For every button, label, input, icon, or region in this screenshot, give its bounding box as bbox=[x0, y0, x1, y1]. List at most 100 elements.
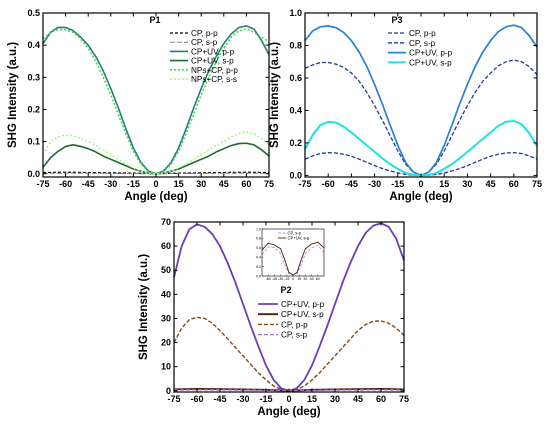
series-line-p1-4 bbox=[42, 28, 270, 175]
x-tick-label: -30 bbox=[236, 394, 249, 404]
inset-x-tick-label: 30 bbox=[303, 277, 307, 281]
y-tick-label: 60 bbox=[161, 241, 171, 251]
legend-entry: CP, p-p bbox=[191, 29, 218, 38]
y-tick-label: 0.1 bbox=[27, 137, 40, 147]
y-tick-label: 10 bbox=[161, 362, 171, 372]
panel-title: P1 bbox=[149, 15, 160, 25]
plot-frame-p1 bbox=[42, 12, 270, 178]
x-tick-label: 30 bbox=[462, 179, 472, 189]
y-tick-label: 0.4 bbox=[27, 40, 40, 50]
legend-entry: CP, s-p bbox=[281, 331, 308, 340]
inset-x-tick-label: -60 bbox=[266, 277, 271, 281]
panel-p1: -75 -60 -45 -30 -15 0 15 30 45 60 75 0.0 0.1 0.2 0.3 0.… bbox=[7, 8, 274, 203]
series-line-p1-3 bbox=[42, 142, 270, 175]
series-line-p3-1 bbox=[304, 151, 538, 177]
inset-y-tick-label: 1.0 bbox=[256, 227, 261, 231]
x-tick-label: 45 bbox=[486, 179, 496, 189]
series-line-p1-5 bbox=[42, 131, 270, 175]
inset-y-tick-label: 0.2 bbox=[256, 265, 261, 269]
legend-entry: NPs+CP, p-p bbox=[191, 66, 238, 75]
y-tick-label: 0.3 bbox=[27, 72, 40, 82]
y-tick-label: 0.4 bbox=[289, 105, 302, 115]
inset-legend-entry: CP, s-p bbox=[288, 230, 302, 235]
x-tick-label: -30 bbox=[368, 179, 381, 189]
x-tick-label: 0 bbox=[286, 394, 291, 404]
inset-background bbox=[262, 229, 324, 276]
inset-x-tick-label: 60 bbox=[316, 277, 320, 281]
x-tick-label: -45 bbox=[82, 179, 95, 189]
y-tick-label: 30 bbox=[161, 313, 171, 323]
x-tick-label: 0 bbox=[418, 179, 423, 189]
panel-p2: -75 -60 -45 -30 -15 0 15 30 45 60 7501020304050607… bbox=[138, 217, 409, 418]
x-tick-label: 15 bbox=[174, 179, 184, 189]
y-tick-label: 20 bbox=[161, 338, 171, 348]
x-tick-label: -30 bbox=[104, 179, 117, 189]
x-tick-label: 15 bbox=[439, 179, 449, 189]
y-tick-label: 1.0 bbox=[289, 8, 302, 18]
inset-p2: -60 -45 -30 -15 0 15 30 45 60 0.0 0.2 0.4 0.6 0.8 1.0 C… bbox=[256, 227, 325, 281]
x-axis-label: Angle (deg) bbox=[124, 191, 187, 203]
inset-y-tick-label: 0.8 bbox=[256, 237, 261, 241]
inset-x-tick-label: 0 bbox=[292, 277, 294, 281]
legend-p2: CP+UV, p-pCP+UV, s-pCP, p-p CP, s-p bbox=[258, 300, 325, 340]
legend-p1: CP, p-pCP, s-pCP+UV, p-pCP+UV, s-pNPs+CP… bbox=[170, 29, 238, 84]
series-line-p3-0 bbox=[304, 59, 538, 177]
panel-p3: -75 -60 -45 -30 -15 0 15 30 45 60 75 0.0 0.2 0.4 0.6 0.… bbox=[269, 8, 542, 203]
series-line-p3-3 bbox=[304, 119, 538, 177]
x-tick-label: -15 bbox=[127, 179, 140, 189]
y-tick-label: 70 bbox=[161, 217, 171, 227]
x-tick-label: -60 bbox=[190, 394, 203, 404]
legend-entry: CP+UV, p-p bbox=[191, 47, 235, 56]
series-line-p1-2 bbox=[42, 25, 270, 175]
legend-entry: CP, s-p bbox=[409, 39, 436, 48]
panel-title: P3 bbox=[391, 15, 402, 25]
y-axis-label: SHG Intensity (a.u.) bbox=[269, 42, 281, 148]
y-tick-label: 0.0 bbox=[289, 170, 302, 180]
x-tick-label: -75 bbox=[298, 179, 311, 189]
inset-legend-entry: CP+UV, s-p bbox=[288, 235, 311, 240]
x-tick-label: -75 bbox=[36, 179, 49, 189]
legend-entry: CP, s-p bbox=[191, 38, 218, 47]
x-tick-label: -45 bbox=[213, 394, 226, 404]
x-tick-label: -15 bbox=[391, 179, 404, 189]
x-tick-label: -45 bbox=[345, 179, 358, 189]
x-tick-label: 15 bbox=[307, 394, 317, 404]
x-axis-label: Angle (deg) bbox=[257, 406, 320, 418]
x-tick-label: -60 bbox=[322, 179, 335, 189]
inset-x-tick-label: 45 bbox=[310, 277, 314, 281]
y-tick-label: 0.2 bbox=[289, 138, 302, 148]
legend-entry: CP+UV, p-p bbox=[409, 49, 453, 58]
legend-entry: CP+UV, p-p bbox=[281, 300, 325, 309]
y-tick-label: 0 bbox=[166, 386, 171, 396]
legend-entry: CP+UV, s-p bbox=[409, 58, 452, 67]
x-tick-label: -75 bbox=[167, 394, 180, 404]
y-axis-label: SHG Intensity (a.u.) bbox=[7, 42, 19, 148]
legend-entry: CP, p-p bbox=[409, 29, 436, 38]
inset-y-tick-label: 0.0 bbox=[256, 274, 261, 278]
y-tick-label: 0.8 bbox=[289, 40, 302, 50]
x-tick-label: 45 bbox=[219, 179, 229, 189]
x-tick-label: 75 bbox=[399, 394, 409, 404]
legend-entry: CP+UV, s-p bbox=[281, 310, 324, 319]
x-tick-label: 30 bbox=[330, 394, 340, 404]
legend-p3: CP, p-pCP, s-pCP+UV, p-pCP+UV, s-p bbox=[388, 29, 453, 67]
inset-y-tick-label: 0.4 bbox=[256, 256, 261, 260]
y-tick-label: 0.5 bbox=[27, 8, 40, 18]
inset-x-tick-label: 15 bbox=[297, 277, 301, 281]
inset-x-tick-label: -30 bbox=[278, 277, 283, 281]
inset-x-tick-label: -15 bbox=[284, 277, 289, 281]
x-tick-label: 30 bbox=[196, 179, 206, 189]
y-tick-label: 0.6 bbox=[289, 73, 302, 83]
x-tick-label: 60 bbox=[241, 179, 251, 189]
series-line-p1-0 bbox=[42, 171, 270, 175]
legend-entry: CP+UV, s-p bbox=[191, 57, 234, 66]
y-tick-label: 0.2 bbox=[27, 104, 40, 114]
x-tick-label: -15 bbox=[259, 394, 272, 404]
panel-title: P2 bbox=[280, 285, 291, 295]
inset-y-tick-label: 0.6 bbox=[256, 246, 261, 250]
x-tick-label: 60 bbox=[509, 179, 519, 189]
x-tick-label: 75 bbox=[264, 179, 274, 189]
x-tick-label: -60 bbox=[59, 179, 72, 189]
x-tick-label: 45 bbox=[353, 394, 363, 404]
